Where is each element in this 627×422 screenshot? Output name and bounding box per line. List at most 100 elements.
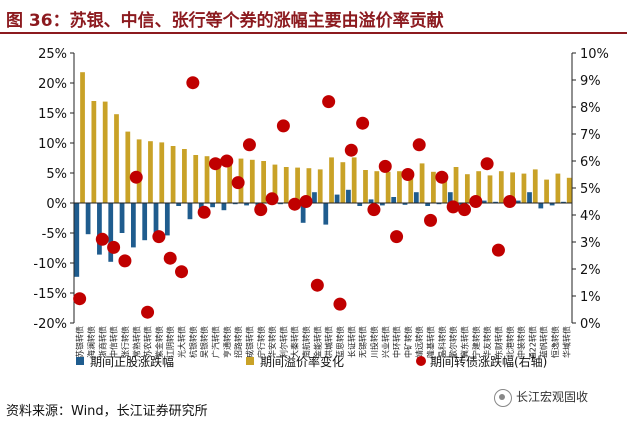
- category-label: 中信转债: [109, 326, 119, 358]
- category-label: 广汽转债: [210, 326, 220, 358]
- category-label: 常熟转债: [131, 326, 141, 358]
- category-label: 冀东转债: [459, 326, 469, 358]
- category-label: 东财转债: [493, 326, 503, 358]
- stock-bar: [391, 197, 397, 203]
- cb-point: [322, 95, 336, 109]
- stock-bar: [210, 203, 215, 208]
- premium-bar: [521, 173, 527, 203]
- y-tick-label-left: 10%: [38, 137, 67, 152]
- category-label: 中环转债: [392, 326, 402, 358]
- category-label: 歌尔转债: [448, 326, 458, 358]
- legend-premium-swatch: [246, 357, 254, 365]
- premium-bar: [363, 170, 368, 203]
- category-label: 南航转债: [301, 326, 311, 358]
- stock-bar: [85, 203, 91, 235]
- stock-bar: [436, 203, 442, 205]
- stock-bar: [323, 203, 329, 225]
- cb-point: [424, 213, 438, 227]
- category-label: 蓝思转债: [335, 326, 345, 358]
- category-label: 晶科转债: [437, 326, 447, 358]
- category-label: 恒逸转债: [550, 326, 560, 358]
- premium-bar: [453, 167, 459, 203]
- category-label: 利尔转债: [278, 326, 288, 358]
- category-label: 成银转债: [244, 326, 254, 358]
- premium-bar: [351, 157, 357, 203]
- cb-point: [333, 297, 347, 311]
- y-tick-label-right: 5%: [580, 182, 601, 197]
- stock-bar: [108, 203, 114, 262]
- cb-point: [242, 138, 256, 152]
- premium-bar: [419, 163, 425, 203]
- y-tick-label-right: 9%: [580, 74, 601, 89]
- premium-bar: [532, 169, 538, 203]
- chart: -20% -15% -10% -5% 0% 5% 10% 15% 20% 25% 0% 1% 2% 3%…: [33, 47, 609, 369]
- cb-point: [378, 159, 392, 173]
- category-label: 洪城转债: [324, 326, 334, 358]
- premium-bar: [464, 174, 470, 203]
- y-tick-label-left: 0%: [46, 197, 67, 212]
- title-bar: 图 36：苏银、中信、张行等个券的涨幅主要由溢价率贡献: [0, 0, 627, 34]
- cb-point: [152, 230, 166, 244]
- premium-bar: [125, 131, 131, 203]
- cb-point: [175, 265, 189, 279]
- cb-point: [186, 76, 200, 90]
- page-title: 图 36：苏银、中信、张行等个券的涨幅主要由溢价率贡献: [6, 11, 444, 31]
- stock-bar: [346, 189, 351, 203]
- cb-point: [220, 154, 234, 168]
- stock-bar: [334, 194, 340, 203]
- y-tick-label-right: 6%: [580, 155, 601, 170]
- cb-point: [412, 138, 426, 152]
- y-tick-label-right: 1%: [580, 290, 601, 305]
- legend-label: 期间转债涨跌幅(右轴): [430, 354, 547, 369]
- stock-bar: [368, 199, 374, 203]
- cb-points: [73, 76, 517, 319]
- y-tick-label-left: 15%: [38, 107, 67, 122]
- stock-bar: [244, 203, 249, 206]
- premium-bar: [295, 167, 300, 203]
- stock-bar: [493, 201, 498, 203]
- premium-bar: [555, 173, 561, 203]
- stock-bar: [357, 203, 363, 206]
- cb-point: [118, 254, 132, 268]
- premium-bar: [442, 176, 448, 203]
- category-label: 江阴转债: [165, 326, 175, 358]
- cb-point: [435, 170, 449, 184]
- y-axis-left: -20% -15% -10% -5% 0% 5% 10% 15% 20% 25%: [33, 47, 75, 332]
- premium-bar: [193, 155, 199, 203]
- cb-point: [390, 230, 404, 244]
- stock-bar: [232, 203, 238, 205]
- premium-bar: [136, 139, 142, 203]
- cb-point: [401, 168, 415, 181]
- stock-bar: [481, 200, 487, 203]
- premium-bar: [476, 171, 482, 203]
- stock-bar: [130, 203, 136, 248]
- stock-bar: [402, 203, 408, 205]
- premium-bar: [408, 172, 414, 203]
- category-label: 隆基转债: [426, 326, 436, 358]
- premium-bar: [498, 171, 504, 203]
- premium-bar: [80, 72, 85, 203]
- category-label: 杭银转债: [188, 326, 198, 358]
- premium-bar: [397, 171, 402, 203]
- y-axis-right: 0% 1% 2% 3% 4% 5% 6% 7% 8% 9% 10%: [571, 47, 609, 332]
- legend-label: 期间正股涨跌幅: [90, 354, 174, 369]
- cb-point: [344, 143, 358, 157]
- stock-bar: [561, 201, 566, 203]
- premium-bar: [510, 172, 516, 203]
- premium-bars: [80, 72, 572, 203]
- cb-point: [310, 278, 324, 292]
- y-tick-label-right: 4%: [580, 209, 601, 224]
- cb-point: [208, 157, 222, 171]
- legend: 期间正股涨跌幅 期间溢价率变化 期间转债涨跌幅(右轴): [76, 354, 547, 369]
- legend-stock-swatch: [76, 357, 84, 365]
- stock-bar: [549, 203, 555, 206]
- category-labels: 苏银转债 海澜转债 浙商转债 中信转债 张行转债 常熟转债 苏农转债 紫金转债 江阴转债 光大转债…: [75, 326, 572, 360]
- stock-bar: [74, 203, 80, 277]
- y-tick-label-left: -10%: [33, 257, 67, 272]
- stock-bar: [142, 203, 148, 241]
- stock-bar: [413, 192, 419, 203]
- cb-point: [469, 195, 483, 208]
- cb-point: [503, 195, 517, 208]
- category-label: 苏银转债: [75, 326, 85, 358]
- cb-point: [163, 251, 177, 265]
